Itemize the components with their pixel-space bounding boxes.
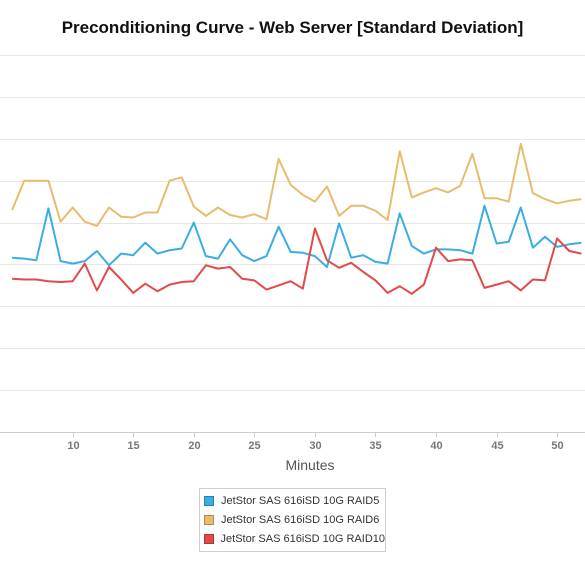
legend-swatch-raid6 — [204, 514, 214, 525]
series-line-1 — [11, 142, 582, 227]
x-tick-label: 15 — [127, 440, 139, 452]
legend-item-raid6[interactable]: JetStor SAS 616iSD 10G RAID6 — [200, 510, 385, 529]
x-axis-ticks: 10 15 20 25 30 35 40 45 50 — [67, 432, 564, 452]
x-tick-label: 20 — [188, 440, 200, 452]
x-axis-label: Minutes — [285, 457, 335, 473]
legend-item-raid10[interactable]: JetStor SAS 616iSD 10G RAID10 — [200, 529, 385, 548]
x-tick-label: 25 — [248, 440, 260, 452]
gridlines — [0, 55, 585, 433]
x-tick-label: 35 — [369, 440, 381, 452]
legend-item-raid5[interactable]: JetStor SAS 616iSD 10G RAID5 — [200, 491, 385, 510]
legend-swatch-raid10 — [204, 533, 214, 544]
series-line-0 — [12, 204, 582, 268]
legend-label-raid6: JetStor SAS 616iSD 10G RAID6 — [221, 513, 380, 526]
x-tick-label: 30 — [309, 440, 321, 452]
series-line-2 — [12, 227, 582, 295]
series-lines — [11, 142, 582, 295]
x-tick-label: 50 — [551, 440, 563, 452]
legend-label-raid5: JetStor SAS 616iSD 10G RAID5 — [221, 494, 380, 507]
legend-swatch-raid5 — [204, 495, 214, 506]
legend-label-raid10: JetStor SAS 616iSD 10G RAID10 — [220, 532, 385, 545]
x-tick-label: 10 — [67, 440, 79, 452]
x-tick-label: 40 — [430, 440, 442, 452]
chart-title: Preconditioning Curve - Web Server [Stan… — [61, 18, 524, 37]
legend: JetStor SAS 616iSD 10G RAID5 JetStor SAS… — [199, 488, 386, 552]
x-tick-label: 45 — [491, 440, 503, 452]
